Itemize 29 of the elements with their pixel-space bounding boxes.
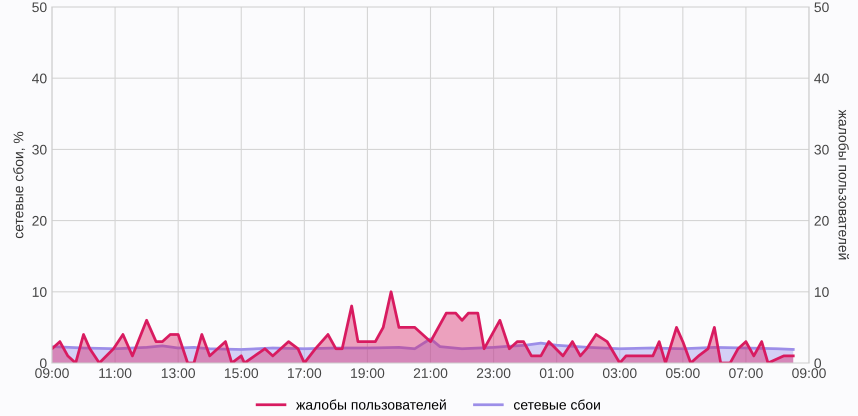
y-tick-label: 50 xyxy=(32,2,47,12)
x-tick-label: 05:00 xyxy=(666,368,700,378)
y-tick-label: 20 xyxy=(32,216,47,226)
y-axis-title: сетевые сбои, % xyxy=(13,132,26,238)
legend-label: сетевые сбои xyxy=(514,399,600,410)
x-tick-label: 19:00 xyxy=(351,368,384,378)
y-tick-label: 30 xyxy=(32,144,47,155)
x-tick-label: 03:00 xyxy=(602,368,637,378)
y2-axis-title: жалобы пользователей xyxy=(838,110,849,260)
legend-label: жалобы пользователей xyxy=(296,399,446,410)
y2-tick-label: 40 xyxy=(814,74,829,84)
x-tick-label: 13:00 xyxy=(162,368,196,378)
x-tick-label: 11:00 xyxy=(99,368,132,378)
y2-tick-label: 30 xyxy=(814,144,829,155)
y-tick-label: 10 xyxy=(32,287,47,297)
y2-tick-label: 10 xyxy=(814,287,829,297)
x-tick-label: 07:00 xyxy=(729,368,763,378)
x-tick-label: 21:00 xyxy=(414,368,448,378)
y-tick-label: 0 xyxy=(40,358,47,368)
x-tick-label: 17:00 xyxy=(288,368,322,378)
y-tick-label: 40 xyxy=(32,74,47,84)
y2-tick-label: 50 xyxy=(814,2,829,12)
y2-tick-label: 0 xyxy=(814,358,822,368)
x-tick-label: 23:00 xyxy=(476,368,510,378)
x-tick-label: 01:00 xyxy=(540,368,574,378)
x-tick-label: 09:00 xyxy=(35,368,69,378)
y2-tick-label: 20 xyxy=(814,216,829,226)
x-tick-label: 15:00 xyxy=(224,368,258,378)
x-tick-label: 09:00 xyxy=(792,368,826,378)
